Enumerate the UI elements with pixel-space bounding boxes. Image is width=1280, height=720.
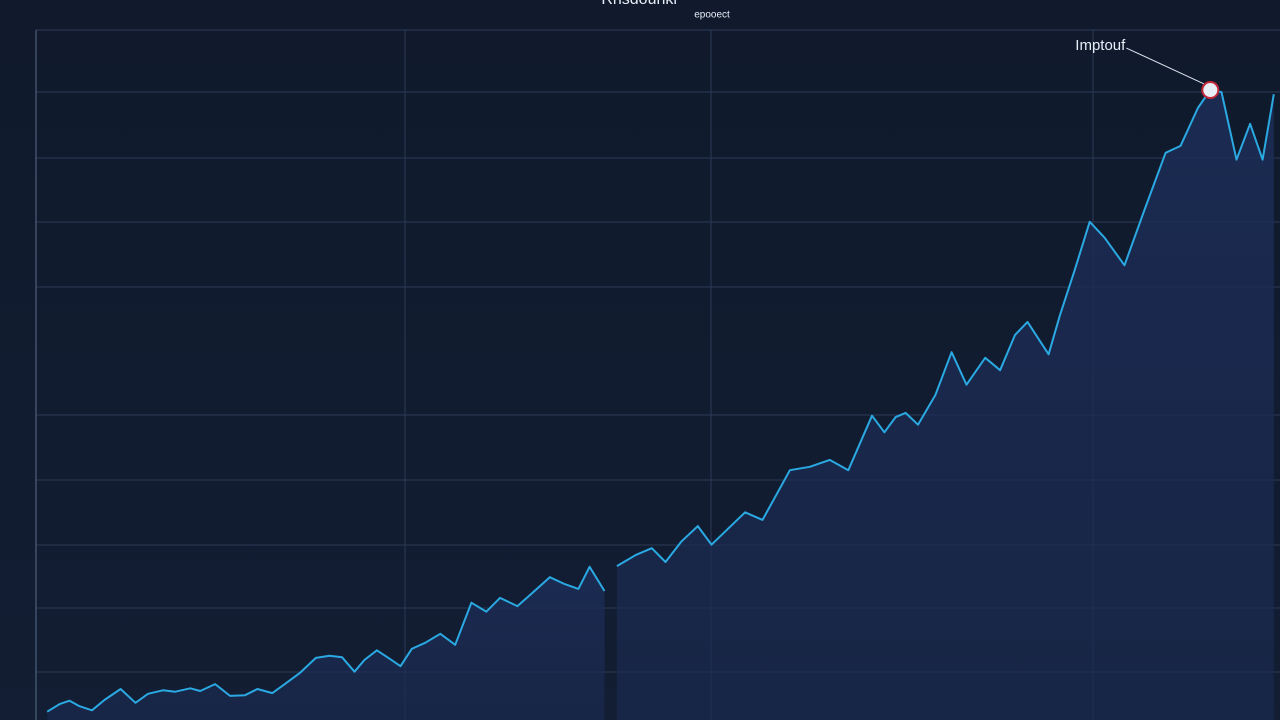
area: [616, 90, 1274, 720]
annotation-arrow: [1126, 47, 1205, 85]
annotation: Imptouf: [1075, 37, 1126, 54]
chart-title: Rhsdounkr: [601, 0, 679, 8]
chart-subtitle: epooect: [694, 10, 730, 21]
highlight-point: [1201, 81, 1220, 100]
line: [46, 565, 606, 713]
area: [47, 566, 605, 720]
line: [616, 89, 1275, 567]
